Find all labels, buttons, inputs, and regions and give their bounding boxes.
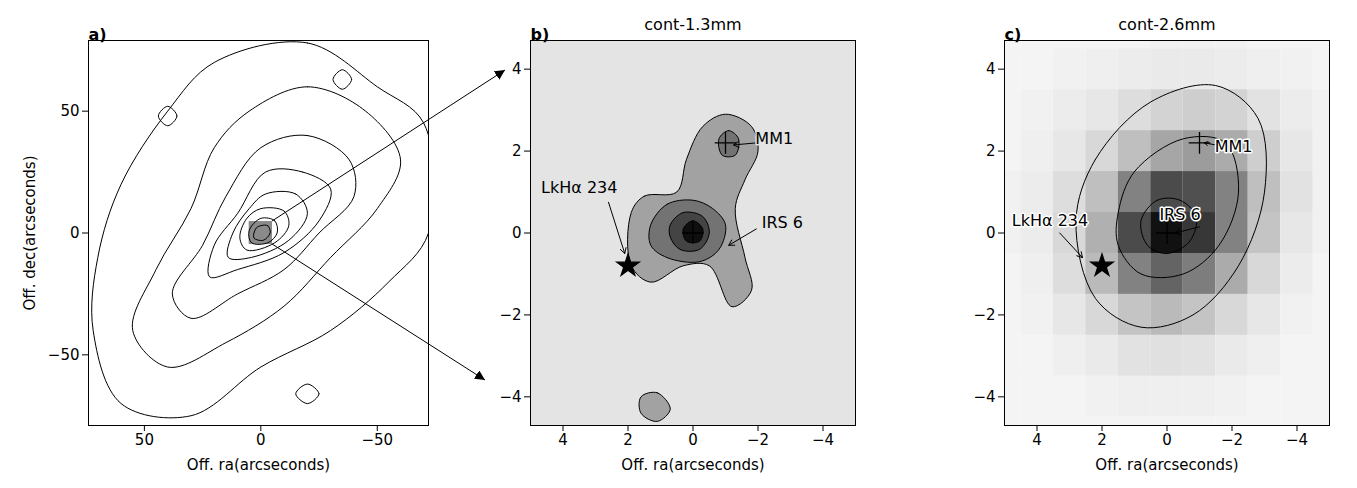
svg-text:50: 50 (135, 431, 154, 449)
svg-text:IRS 6: IRS 6 (1159, 205, 1200, 224)
svg-text:IRS 6: IRS 6 (762, 213, 803, 232)
svg-text:Off. ra(arcseconds): Off. ra(arcseconds) (1095, 456, 1238, 474)
svg-text:a): a) (89, 25, 107, 44)
svg-text:Off. dec(arcseconds): Off. dec(arcseconds) (21, 156, 39, 311)
svg-text:2: 2 (1097, 431, 1107, 449)
svg-text:2: 2 (623, 431, 633, 449)
svg-text:−2: −2 (499, 306, 521, 324)
svg-text:4: 4 (1032, 431, 1042, 449)
svg-text:0: 0 (70, 224, 80, 242)
svg-text:Off. ra(arcseconds): Off. ra(arcseconds) (621, 456, 764, 474)
svg-text:0: 0 (1162, 431, 1172, 449)
svg-text:MM1: MM1 (1215, 137, 1253, 156)
svg-text:cont-1.3mm: cont-1.3mm (644, 15, 741, 34)
svg-text:MM1: MM1 (755, 129, 793, 148)
svg-text:LkHα 234: LkHα 234 (1012, 211, 1088, 230)
svg-text:0: 0 (986, 224, 996, 242)
svg-text:−4: −4 (499, 388, 521, 406)
svg-text:0: 0 (688, 431, 698, 449)
svg-text:−50: −50 (361, 431, 393, 449)
svg-text:0: 0 (256, 431, 266, 449)
svg-text:−2: −2 (973, 306, 995, 324)
svg-text:−2: −2 (747, 431, 769, 449)
svg-text:c): c) (1005, 25, 1022, 44)
svg-text:Off. ra(arcseconds): Off. ra(arcseconds) (187, 456, 330, 474)
svg-text:0: 0 (512, 224, 522, 242)
svg-text:4: 4 (512, 60, 522, 78)
svg-text:LkHα 234: LkHα 234 (541, 178, 617, 197)
svg-text:−2: −2 (1221, 431, 1243, 449)
svg-text:b): b) (531, 25, 550, 44)
svg-text:cont-2.6mm: cont-2.6mm (1118, 15, 1215, 34)
svg-text:−4: −4 (812, 431, 834, 449)
svg-text:50: 50 (60, 102, 79, 120)
svg-text:2: 2 (512, 142, 522, 160)
svg-text:2: 2 (986, 142, 996, 160)
svg-text:−4: −4 (1286, 431, 1308, 449)
svg-text:−50: −50 (48, 346, 80, 364)
svg-text:4: 4 (986, 60, 996, 78)
svg-text:4: 4 (558, 431, 568, 449)
svg-text:−4: −4 (973, 388, 995, 406)
